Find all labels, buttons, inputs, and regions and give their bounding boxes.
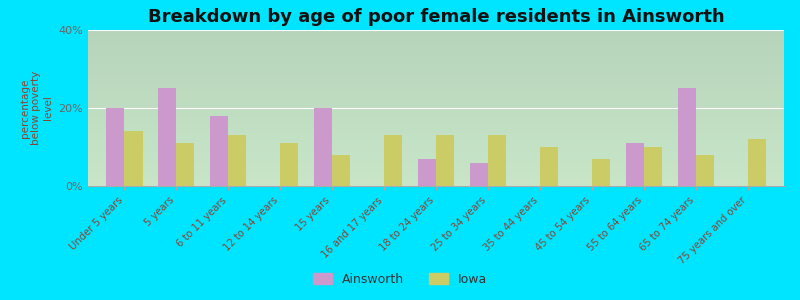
Bar (748, 139, 766, 186)
Bar (314, 108, 332, 186)
Y-axis label: percentage
below poverty
level: percentage below poverty level (20, 71, 53, 145)
Bar (696, 155, 714, 186)
Bar (418, 159, 436, 186)
Bar (124, 131, 142, 186)
Bar (210, 116, 228, 186)
Bar (678, 88, 696, 186)
Title: Breakdown by age of poor female residents in Ainsworth: Breakdown by age of poor female resident… (148, 8, 724, 26)
Bar (106, 108, 124, 186)
Bar (280, 143, 298, 186)
Bar (540, 147, 558, 186)
Bar (644, 147, 662, 186)
Legend: Ainsworth, Iowa: Ainsworth, Iowa (308, 268, 492, 291)
Bar (436, 135, 454, 186)
Bar (332, 155, 350, 186)
Bar (384, 135, 402, 186)
Bar (488, 135, 506, 186)
Bar (176, 143, 194, 186)
Bar (158, 88, 176, 186)
Bar (228, 135, 246, 186)
Bar (470, 163, 488, 186)
Bar (626, 143, 644, 186)
Bar (592, 159, 610, 186)
